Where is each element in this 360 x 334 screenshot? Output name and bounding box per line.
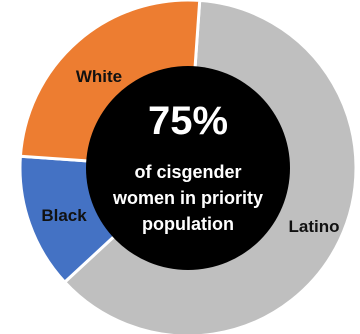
center-line-1: of cisgender — [134, 162, 241, 182]
center-value: 75% — [148, 99, 228, 143]
slice-label-white: White — [76, 67, 122, 86]
slice-label-latino: Latino — [289, 217, 340, 236]
center-line-2: women in priority — [112, 188, 263, 208]
center-line-3: population — [142, 214, 234, 234]
slice-label-black: Black — [41, 206, 87, 225]
center-disc — [86, 66, 290, 270]
